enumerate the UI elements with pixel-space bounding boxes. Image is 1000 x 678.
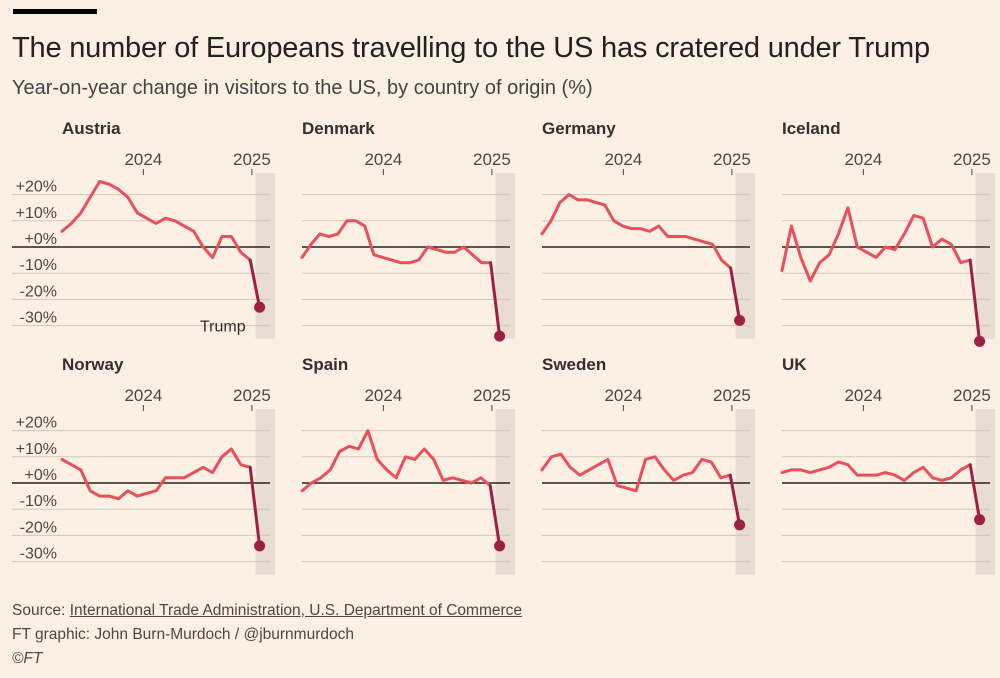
latest-point: [734, 314, 746, 326]
latest-point: [974, 514, 986, 526]
trump-segment: [248, 258, 262, 309]
y-tick-label: +10%: [16, 441, 57, 458]
x-tick-label: 2024: [124, 386, 162, 405]
panel-title: Austria: [62, 119, 121, 138]
x-tick-label: 2025: [473, 150, 511, 169]
trump-band: [975, 409, 995, 575]
series-line: [300, 219, 493, 265]
trump-segment: [968, 258, 982, 343]
y-tick-label: -30%: [20, 546, 57, 563]
y-tick-label: -10%: [20, 257, 57, 274]
series-line: [60, 447, 252, 501]
trump-segment: [248, 465, 262, 548]
latest-point: [254, 540, 266, 552]
latest-point: [254, 301, 266, 313]
latest-point: [734, 519, 746, 531]
copyright: ©FT: [12, 650, 43, 667]
x-tick-label: 2024: [364, 150, 402, 169]
x-tick-label: 2025: [233, 150, 271, 169]
x-tick-label: 2025: [953, 150, 991, 169]
x-tick-label: 2024: [604, 386, 642, 405]
panel-title: Iceland: [782, 119, 841, 138]
trump-band: [735, 173, 755, 339]
panel-title: Germany: [542, 119, 616, 138]
source-link[interactable]: International Trade Administration, U.S.…: [69, 602, 523, 619]
trump-segment: [488, 484, 502, 548]
panel-title: Spain: [302, 355, 348, 374]
trump-band: [495, 173, 515, 339]
panel-title: Denmark: [302, 119, 375, 138]
x-tick-label: 2024: [604, 150, 642, 169]
series-line: [540, 452, 732, 493]
trump-band: [255, 173, 275, 339]
chart-subtitle: Year-on-year change in visitors to the U…: [12, 77, 593, 99]
y-tick-label: +20%: [16, 415, 57, 432]
y-tick-label: -20%: [20, 283, 57, 300]
x-tick-label: 2024: [844, 386, 882, 405]
trump-band: [255, 409, 275, 575]
source-line: Source: International Trade Administrati…: [12, 602, 522, 620]
trump-band: [495, 409, 515, 575]
series-line: [780, 206, 972, 283]
series-line: [300, 429, 492, 493]
series-line: [780, 460, 972, 482]
y-tick-label: +10%: [16, 205, 57, 222]
trump-segment: [489, 261, 502, 338]
trump-segment: [729, 266, 742, 322]
y-tick-label: +20%: [16, 179, 57, 196]
x-tick-label: 2025: [233, 386, 271, 405]
trump-segment: [728, 473, 742, 527]
y-tick-label: +0%: [25, 231, 57, 248]
trump-band: [975, 173, 995, 339]
series-line: [540, 193, 733, 270]
series-line: [60, 180, 252, 262]
y-tick-label: +0%: [25, 467, 57, 484]
latest-point: [494, 540, 506, 552]
trump-annotation: Trump: [200, 319, 246, 336]
x-tick-label: 2024: [124, 150, 162, 169]
x-tick-label: 2025: [713, 150, 751, 169]
ft-top-bar: [13, 9, 97, 14]
x-tick-label: 2025: [713, 386, 751, 405]
x-tick-label: 2024: [364, 386, 402, 405]
x-tick-label: 2025: [953, 386, 991, 405]
y-tick-label: -10%: [20, 493, 57, 510]
y-tick-label: -30%: [20, 310, 57, 327]
x-tick-label: 2025: [473, 386, 511, 405]
panel-title: Norway: [62, 355, 124, 374]
panel-title: UK: [782, 355, 807, 374]
y-tick-label: -20%: [20, 519, 57, 536]
latest-point: [494, 330, 506, 342]
credit-line: FT graphic: John Burn-Murdoch / @jburnmu…: [12, 626, 354, 643]
small-multiples-chart: +20% +10% +0% -10% -20% -30% 2024 2025 Austria Tr…: [12, 119, 995, 575]
latest-point: [974, 335, 986, 347]
trump-segment: [968, 463, 982, 522]
chart-title: The number of Europeans travelling to th…: [12, 32, 930, 64]
trump-band: [735, 409, 755, 575]
x-tick-label: 2024: [844, 150, 882, 169]
panel-title: Sweden: [542, 355, 606, 374]
source-prefix: Source:: [12, 602, 70, 619]
